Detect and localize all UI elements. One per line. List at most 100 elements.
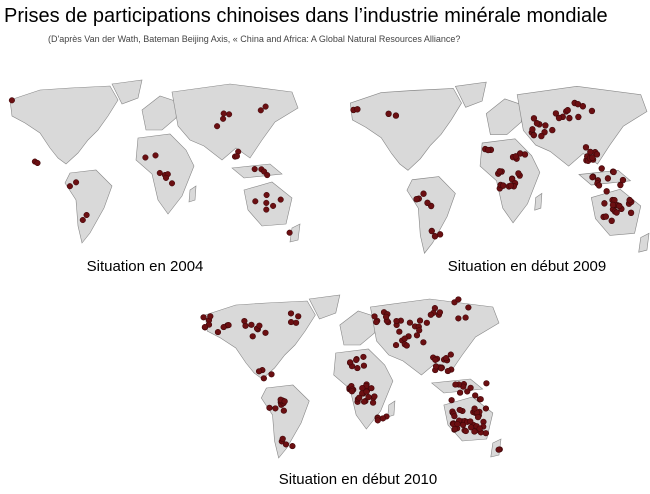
- investment-site: [464, 388, 471, 395]
- investment-site: [8, 97, 15, 104]
- investment-site: [241, 317, 248, 325]
- investment-site: [282, 441, 290, 448]
- investment-site: [260, 375, 267, 382]
- investment-site: [156, 169, 163, 177]
- investment-site: [416, 327, 423, 334]
- investment-site: [79, 216, 86, 224]
- investment-site: [619, 176, 627, 184]
- investment-site: [617, 181, 624, 189]
- investment-site: [428, 227, 435, 235]
- investment-site: [601, 200, 608, 207]
- investment-site: [533, 120, 541, 127]
- investment-site: [454, 420, 461, 428]
- investment-site: [616, 202, 623, 210]
- investment-site: [477, 396, 484, 403]
- investment-site: [413, 195, 420, 203]
- investment-site: [406, 319, 414, 326]
- investment-site: [262, 103, 269, 110]
- investment-site: [608, 217, 615, 225]
- investment-site: [226, 111, 233, 118]
- investment-site: [353, 356, 360, 364]
- investment-site: [365, 394, 372, 401]
- investment-site: [363, 388, 370, 395]
- world-map: [200, 294, 503, 459]
- investment-site: [277, 196, 284, 203]
- investment-site: [495, 446, 502, 453]
- investment-site: [455, 315, 462, 322]
- investment-site: [451, 425, 459, 433]
- investment-site: [438, 365, 445, 372]
- investment-site: [462, 314, 469, 321]
- investment-site: [368, 385, 375, 392]
- investment-site: [256, 322, 263, 329]
- investment-site: [347, 359, 354, 366]
- investment-site: [385, 110, 392, 118]
- investment-site: [361, 398, 368, 405]
- investment-site: [542, 122, 549, 129]
- investment-site: [201, 324, 209, 331]
- investment-site: [564, 107, 571, 114]
- investment-site: [598, 165, 605, 172]
- investment-site: [214, 123, 221, 130]
- title: Prises de participations chinoises dans …: [4, 5, 608, 27]
- investment-site: [268, 371, 275, 378]
- investment-site: [431, 233, 439, 240]
- investment-site: [432, 356, 439, 363]
- investment-site: [286, 229, 293, 236]
- investment-site: [360, 353, 367, 360]
- investment-site: [588, 107, 596, 115]
- investment-site: [257, 107, 264, 114]
- investment-site: [521, 151, 529, 158]
- investment-site: [416, 317, 424, 324]
- investment-site: [371, 393, 378, 400]
- investment-site: [295, 313, 302, 320]
- investment-site: [455, 296, 462, 303]
- investment-site: [465, 304, 472, 311]
- map-caption: Situation en début 2010: [279, 471, 437, 488]
- investment-site: [374, 417, 381, 424]
- investment-site: [552, 110, 560, 117]
- investment-site: [73, 179, 80, 186]
- investment-site: [270, 202, 277, 209]
- investment-site: [456, 389, 464, 396]
- investment-site: [431, 305, 439, 312]
- investment-site: [263, 191, 270, 199]
- investment-site: [262, 329, 269, 336]
- investment-site: [587, 148, 594, 156]
- investment-site: [162, 174, 170, 181]
- investment-site: [610, 168, 617, 176]
- investment-site: [451, 413, 458, 420]
- investment-site: [379, 415, 387, 422]
- investment-site: [348, 388, 356, 395]
- investment-site: [604, 175, 612, 182]
- investment-site: [432, 363, 440, 370]
- investment-site: [456, 406, 463, 413]
- investment-site: [627, 209, 635, 217]
- investment-site: [263, 199, 270, 206]
- investment-site: [287, 319, 295, 326]
- investment-site: [448, 397, 455, 404]
- investment-site: [34, 159, 41, 167]
- investment-site: [263, 206, 270, 213]
- investment-site: [264, 172, 271, 179]
- investment-site: [287, 310, 295, 317]
- investment-site: [602, 213, 609, 220]
- investment-site: [593, 151, 601, 158]
- investment-site: [225, 322, 232, 329]
- investment-site: [482, 405, 490, 412]
- investment-site: [249, 333, 256, 340]
- investment-site: [589, 173, 596, 181]
- investment-site: [420, 190, 427, 197]
- investment-site: [142, 154, 149, 161]
- investment-site: [483, 380, 490, 387]
- investment-site: [392, 342, 400, 349]
- investment-site: [500, 182, 507, 189]
- investment-site: [392, 112, 400, 119]
- investment-site: [220, 110, 227, 117]
- investment-site: [371, 313, 378, 320]
- investment-site: [436, 309, 444, 316]
- investment-site: [529, 126, 536, 133]
- investment-site: [579, 103, 587, 110]
- investment-site: [401, 335, 408, 342]
- investment-site: [626, 196, 633, 204]
